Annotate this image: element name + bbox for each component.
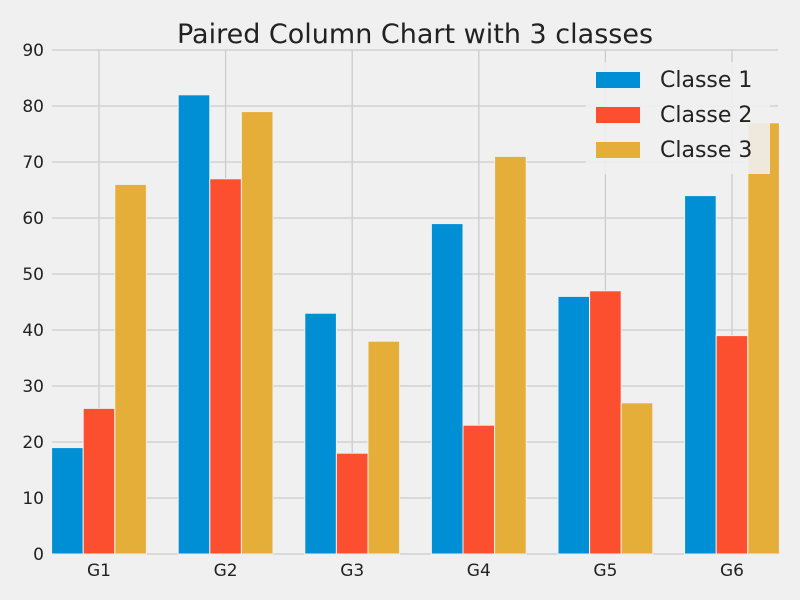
bar-classe-3-g6 [747, 122, 780, 555]
x-axis-ticks: G1 G2 G3 G4 G5 G6 [87, 561, 744, 581]
bar-classe-1-g5 [557, 295, 591, 555]
y-tick-label-90: 90 [22, 41, 44, 61]
bar-classe-2-g1 [82, 407, 116, 555]
bar-classe-3-g2 [240, 111, 274, 555]
bars [51, 94, 780, 555]
legend-label-classe-2: Classe 2 [660, 103, 752, 128]
legend-swatch-classe-1 [596, 72, 640, 88]
legend-swatch-classe-3 [596, 142, 640, 158]
x-tick-label-g3: G3 [340, 561, 364, 581]
y-tick-label-10: 10 [22, 489, 44, 509]
y-tick-label-0: 0 [33, 545, 44, 565]
bar-classe-3-g1 [114, 183, 147, 555]
legend-swatch-classe-2 [596, 107, 640, 123]
bar-classe-1-g2 [177, 94, 211, 555]
bar-classe-1-g4 [430, 223, 464, 555]
x-tick-label-g4: G4 [467, 561, 491, 581]
bar-classe-1-g6 [684, 195, 717, 555]
y-tick-label-60: 60 [22, 209, 44, 229]
legend: Classe 1 Classe 2 Classe 3 [586, 62, 770, 174]
bar-classe-2-g5 [589, 290, 622, 555]
legend-label-classe-1: Classe 1 [660, 68, 752, 93]
x-tick-label-g6: G6 [720, 561, 744, 581]
bar-classe-3-g4 [494, 155, 527, 555]
chart-title: Paired Column Chart with 3 classes [177, 19, 653, 50]
bar-classe-2-g3 [335, 452, 369, 555]
legend-label-classe-3: Classe 3 [660, 138, 752, 163]
bar-classe-2-g4 [462, 424, 496, 555]
bar-classe-2-g2 [209, 178, 242, 555]
y-tick-label-40: 40 [22, 321, 44, 341]
y-tick-label-70: 70 [22, 153, 44, 173]
y-axis-ticks: 0 10 20 30 40 50 60 70 80 90 [22, 41, 44, 565]
y-tick-label-20: 20 [22, 433, 44, 453]
bar-classe-1-g3 [304, 312, 337, 555]
y-tick-label-50: 50 [22, 265, 44, 285]
y-tick-label-30: 30 [22, 377, 44, 397]
bar-classe-2-g6 [715, 335, 749, 555]
bar-classe-3-g3 [367, 340, 401, 555]
bar-classe-3-g5 [620, 402, 654, 555]
x-tick-label-g1: G1 [87, 561, 111, 581]
bar-classe-1-g1 [51, 447, 84, 555]
x-tick-label-g5: G5 [593, 561, 617, 581]
y-tick-label-80: 80 [22, 97, 44, 117]
x-tick-label-g2: G2 [214, 561, 238, 581]
